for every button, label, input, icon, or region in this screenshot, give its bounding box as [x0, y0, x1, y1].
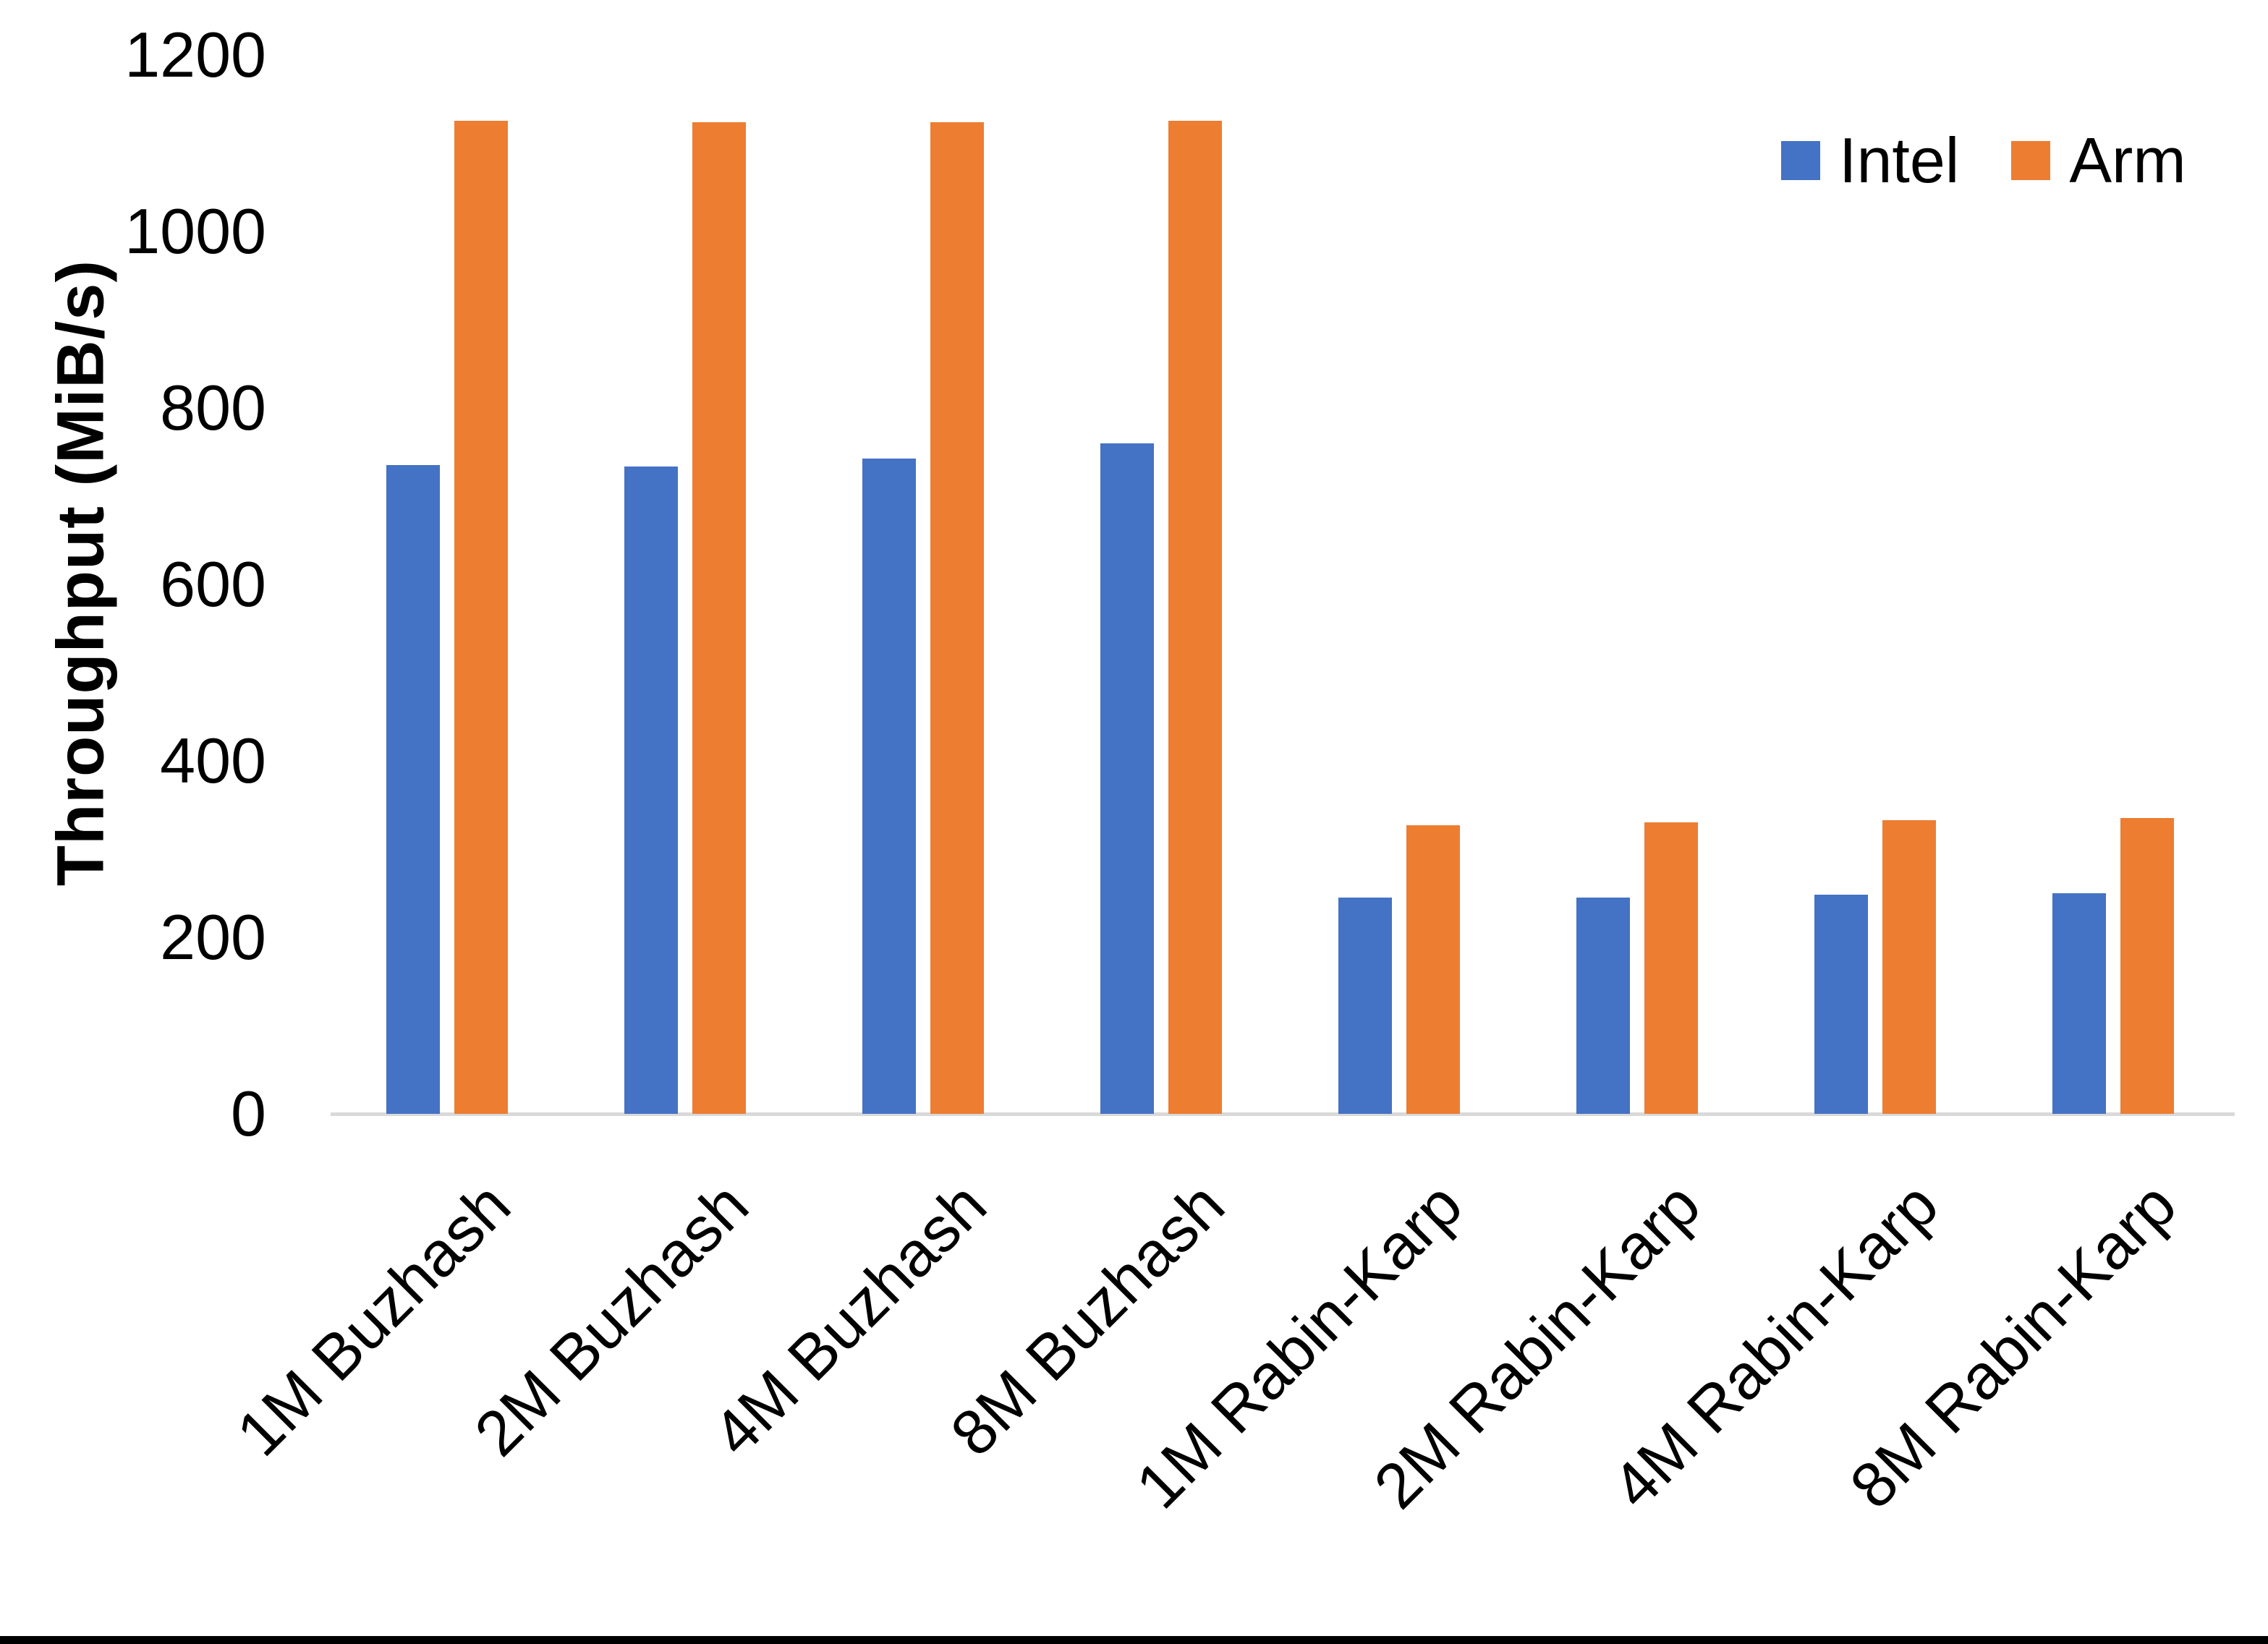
legend-swatch-intel — [1781, 141, 1820, 180]
y-tick-label-0: 0 — [231, 1078, 266, 1149]
legend-label-arm: Arm — [2069, 124, 2186, 196]
bar-intel-8m-buzhash — [1100, 443, 1154, 1114]
y-tick-label-200: 200 — [160, 901, 266, 973]
y-tick-label-1000: 1000 — [124, 195, 266, 267]
y-tick-label-800: 800 — [160, 372, 266, 443]
bar-arm-8m-rabin-karp — [2120, 818, 2174, 1114]
page-bottom-border — [0, 1636, 2268, 1644]
x-axis-line — [331, 1112, 2235, 1116]
bar-intel-8m-rabin-karp — [2052, 893, 2106, 1114]
bar-intel-4m-buzhash — [862, 459, 916, 1114]
bar-arm-8m-buzhash — [1168, 121, 1222, 1114]
y-tick-label-600: 600 — [160, 548, 266, 620]
bar-arm-4m-rabin-karp — [1882, 820, 1936, 1114]
legend: Intel Arm — [1781, 129, 2186, 192]
legend-item-intel: Intel — [1781, 129, 1959, 192]
bar-intel-1m-rabin-karp — [1338, 898, 1392, 1114]
legend-item-arm: Arm — [2011, 129, 2186, 192]
bar-arm-2m-rabin-karp — [1644, 822, 1698, 1114]
bar-arm-1m-buzhash — [454, 121, 508, 1114]
y-tick-label-400: 400 — [160, 725, 266, 796]
bar-arm-2m-buzhash — [692, 122, 746, 1114]
bar-intel-2m-rabin-karp — [1576, 898, 1630, 1114]
bar-intel-4m-rabin-karp — [1814, 895, 1868, 1114]
y-tick-label-1200: 1200 — [124, 19, 266, 90]
legend-label-intel: Intel — [1839, 124, 1960, 196]
bar-arm-4m-buzhash — [930, 122, 984, 1114]
bar-arm-1m-rabin-karp — [1406, 825, 1460, 1114]
legend-swatch-arm — [2011, 141, 2051, 180]
bar-intel-2m-buzhash — [624, 467, 678, 1114]
bar-intel-1m-buzhash — [386, 465, 440, 1114]
